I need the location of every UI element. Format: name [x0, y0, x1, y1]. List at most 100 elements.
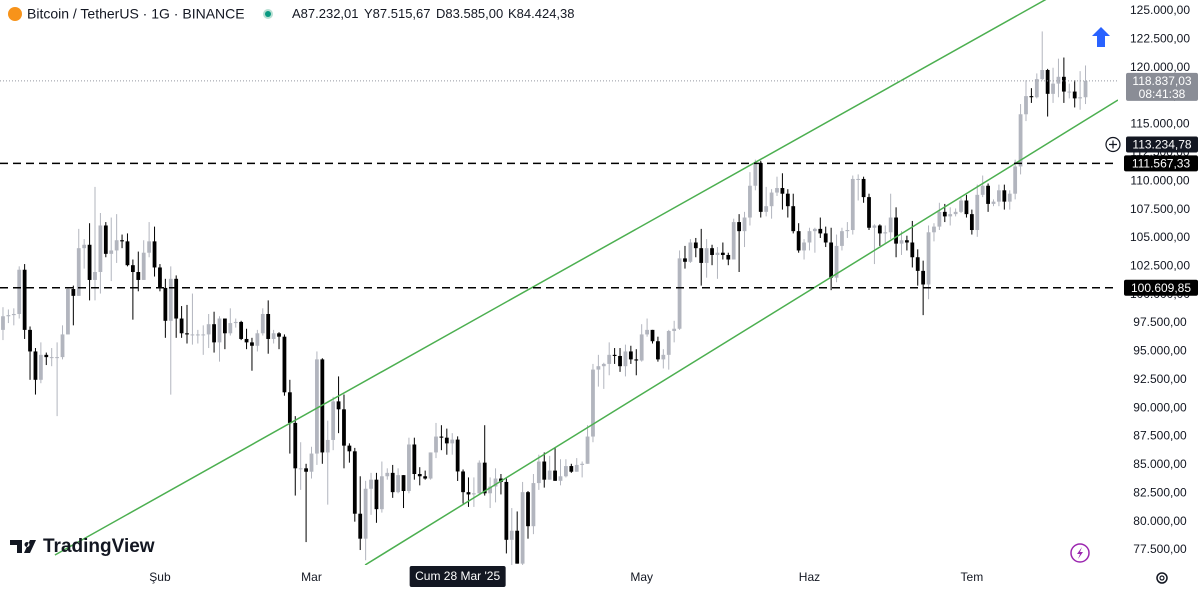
- candle-body: [1078, 97, 1083, 99]
- y-tick-label: 125.000,00: [1130, 3, 1190, 17]
- candle-body: [1051, 83, 1055, 94]
- y-tick-label: 107.500,00: [1130, 202, 1190, 216]
- legend-item: A87.232,01: [292, 6, 359, 21]
- y-tick-label: 97.500,00: [1133, 315, 1187, 329]
- candle-body: [612, 354, 617, 356]
- candle-body: [748, 185, 752, 218]
- candle-body: [997, 190, 1001, 202]
- candle-body: [1040, 70, 1045, 80]
- candle-body: [141, 252, 146, 280]
- candle-body: [596, 366, 601, 370]
- candle-body: [201, 334, 206, 336]
- candle-body: [379, 476, 384, 510]
- candle-body: [466, 492, 471, 495]
- last-price-badge: [1126, 72, 1198, 101]
- candle-body: [98, 225, 103, 273]
- candle-body: [250, 342, 254, 346]
- candle-body: [926, 232, 931, 285]
- trend-line: [364, 99, 1118, 565]
- legend-value: 83.585,00: [445, 6, 503, 21]
- y-tick-label: 95.000,00: [1133, 344, 1187, 358]
- candle-body: [158, 267, 162, 288]
- level-label: 100.609,85: [1131, 281, 1191, 295]
- crosshair-time-badge: [409, 566, 506, 587]
- candle-body: [553, 470, 557, 481]
- candle-body: [585, 436, 590, 464]
- candle-body: [109, 250, 114, 254]
- symbol-title[interactable]: Bitcoin / TetherUS · 1G · BINANCE: [27, 6, 245, 22]
- candle-body: [921, 270, 926, 285]
- candle-body: [634, 359, 639, 361]
- candle-body: [179, 318, 184, 334]
- candle-body: [742, 217, 747, 232]
- candle-body: [699, 248, 704, 263]
- legend-key: A: [292, 6, 301, 21]
- candle-body: [1018, 114, 1023, 167]
- candle-body: [136, 272, 141, 280]
- candle-body: [932, 226, 936, 233]
- candle-body: [49, 357, 54, 359]
- candle-body: [455, 439, 460, 472]
- candle-body: [1029, 96, 1034, 98]
- lightning-button[interactable]: [1070, 543, 1090, 563]
- candle-body: [390, 472, 395, 493]
- legend-item: K84.424,38: [508, 6, 575, 21]
- settings-button[interactable]: [1156, 572, 1168, 584]
- y-tick-label: 90.000,00: [1133, 400, 1187, 414]
- candle-body: [536, 461, 541, 484]
- candle-body: [677, 258, 682, 329]
- alert-arrow[interactable]: [1092, 27, 1110, 47]
- candle-body: [298, 468, 303, 470]
- candle-body: [206, 324, 211, 335]
- settings-gear: [1156, 572, 1168, 584]
- candle-body: [515, 530, 520, 564]
- legend-key: Y: [364, 6, 373, 21]
- candle-body: [591, 369, 595, 437]
- candle-body: [114, 240, 119, 251]
- candle-body: [829, 242, 834, 278]
- candle-body: [888, 217, 893, 233]
- candle-body: [168, 278, 173, 321]
- candle-body: [38, 354, 43, 380]
- legend-value: 87.232,01: [301, 6, 359, 21]
- candle-body: [942, 211, 947, 217]
- legend-item: Y87.515,67: [364, 6, 431, 21]
- crosshair-badge: [1126, 136, 1198, 153]
- candle-body: [915, 257, 920, 271]
- candle-body: [818, 228, 823, 234]
- candle-body: [407, 444, 411, 492]
- candle-body: [969, 214, 974, 231]
- candle-body: [775, 188, 779, 193]
- candle-body: [363, 488, 368, 539]
- candle-body: [87, 244, 92, 280]
- x-tick-label: Haz: [799, 570, 820, 584]
- candle-body: [1045, 70, 1050, 94]
- candle-body: [872, 225, 877, 228]
- candle-body: [217, 318, 222, 343]
- candle-body: [493, 478, 498, 487]
- candle-body: [812, 228, 817, 232]
- candle-body: [11, 313, 16, 316]
- candle-body: [986, 185, 990, 204]
- candle-body: [439, 436, 444, 438]
- candle-body: [910, 242, 915, 258]
- candle-body: [704, 248, 709, 263]
- candle-body: [693, 242, 698, 249]
- candle-body: [71, 289, 76, 296]
- x-tick-label: Mar: [301, 570, 322, 584]
- last-price-label: 118.837,03: [1132, 74, 1191, 88]
- status-dot: [265, 11, 271, 17]
- candle-body: [482, 462, 487, 494]
- candle-body: [650, 329, 655, 342]
- candle-body: [542, 461, 547, 480]
- candle-body: [228, 323, 233, 334]
- y-tick-label: 120.000,00: [1130, 60, 1190, 74]
- legend-key: D: [436, 6, 445, 21]
- candle-body: [233, 321, 238, 324]
- candle-body: [396, 475, 401, 493]
- candle-body: [1034, 79, 1039, 98]
- candle-body: [975, 194, 980, 231]
- candle-body: [580, 463, 585, 465]
- candle-body: [883, 232, 888, 234]
- candle-body: [520, 492, 525, 564]
